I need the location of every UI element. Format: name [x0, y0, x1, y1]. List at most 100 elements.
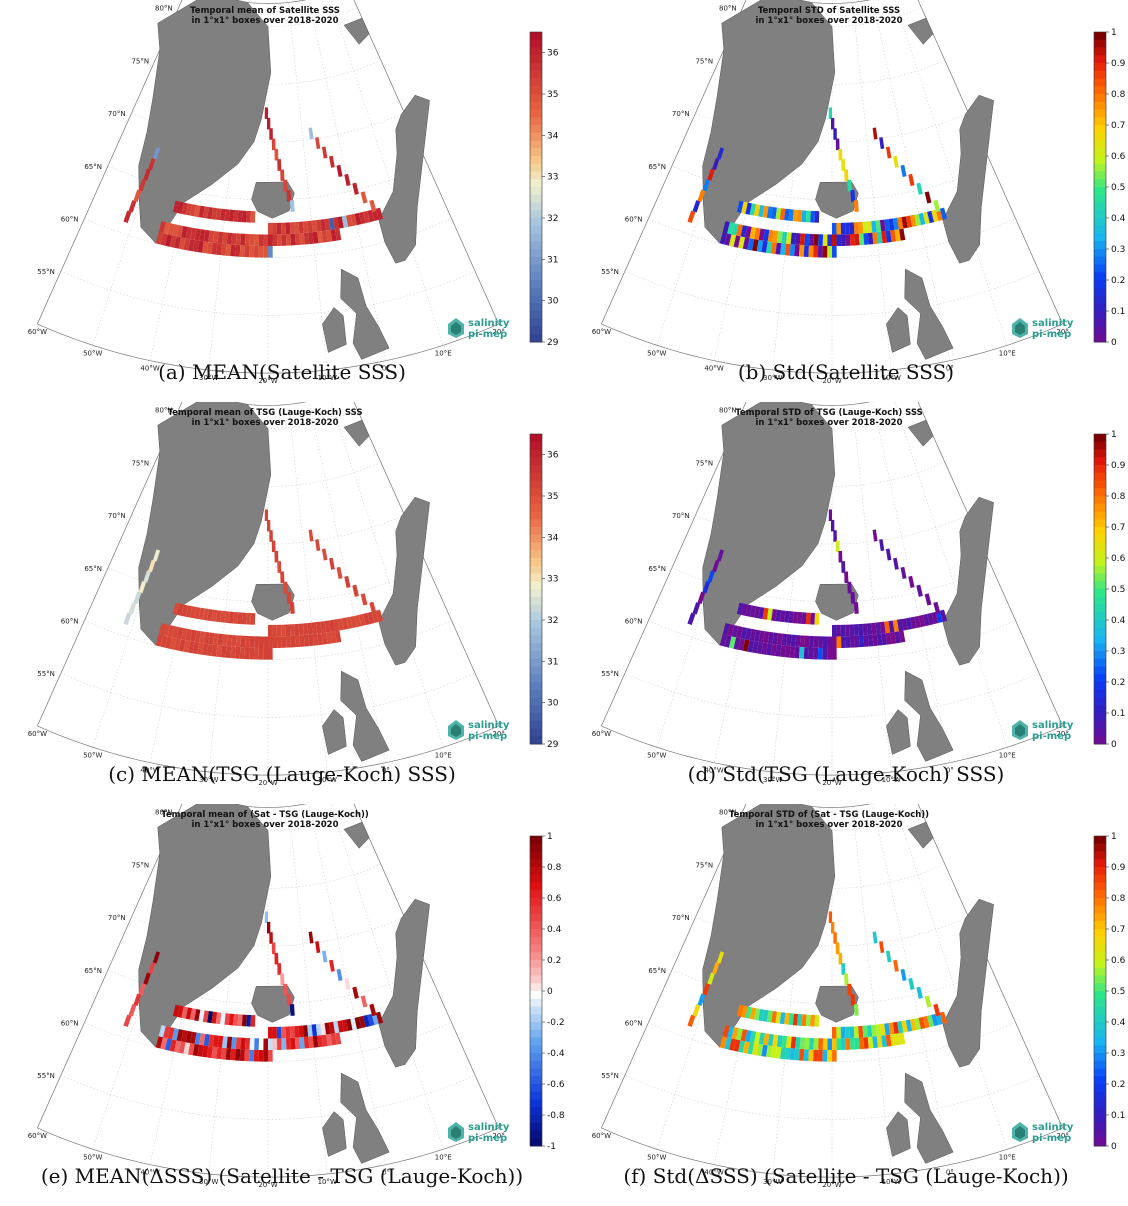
data-box: [346, 1018, 353, 1031]
data-box: [818, 636, 824, 648]
data-box: [239, 245, 245, 257]
data-box: [832, 246, 837, 258]
data-box: [814, 1015, 820, 1027]
data-box: [935, 208, 943, 222]
data-box: [276, 636, 282, 648]
svg-text:salinity: salinity: [1032, 1122, 1074, 1133]
uk-landmass: [340, 268, 390, 360]
data-box: [893, 155, 899, 168]
data-box: [324, 620, 331, 633]
data-box: [350, 213, 358, 227]
colorbar-tick-label: 35: [547, 492, 558, 502]
data-box: [908, 977, 915, 991]
data-box: [779, 208, 786, 221]
data-box: [841, 159, 846, 171]
data-box: [801, 210, 807, 223]
data-box: [290, 1037, 296, 1050]
data-box: [804, 635, 810, 648]
data-box: [169, 235, 177, 248]
data-box: [172, 626, 179, 639]
data-box: [329, 557, 335, 570]
data-box: [240, 635, 246, 648]
iceland-landmass: [251, 181, 295, 219]
map-svg: 80°N 75°N 70°N 65°N 60°N 55°N 60°W 50°W 40°W 30°W…: [592, 804, 1126, 1189]
iceland-landmass: [815, 181, 859, 219]
data-box: [789, 244, 796, 257]
data-box: [321, 950, 328, 963]
lon-label: 50°W: [83, 1153, 102, 1161]
map-svg: 80°N 75°N 70°N 65°N 60°N 55°N 60°W 50°W 40°W 30°W…: [28, 804, 564, 1189]
data-box: [875, 1024, 882, 1037]
data-box: [328, 217, 335, 230]
data-box: [253, 647, 259, 660]
data-box: [269, 932, 273, 944]
data-box: [766, 241, 773, 254]
lon-label: 10°W: [882, 776, 901, 784]
lon-label: 30°W: [199, 776, 218, 784]
data-box: [867, 634, 874, 647]
lon-label: 50°W: [647, 349, 666, 357]
map-subtitle: in 1°x1° boxes over 2018-2020: [755, 418, 902, 428]
lat-label: 80°N: [155, 809, 173, 817]
lat-label: 70°N: [672, 512, 690, 520]
colorbar-tick-label: 0.7: [1111, 523, 1125, 533]
data-box: [803, 245, 809, 257]
data-box: [775, 1046, 782, 1059]
data-box: [371, 1012, 379, 1026]
data-box: [280, 973, 285, 986]
data-box: [320, 621, 327, 634]
data-box: [239, 647, 245, 659]
data-box: [927, 1014, 935, 1028]
data-box: [736, 200, 744, 213]
lon-label: 20°W: [258, 1181, 277, 1189]
data-box: [872, 232, 878, 245]
data-box: [274, 952, 279, 965]
data-box: [854, 233, 860, 246]
data-box: [189, 204, 197, 217]
data-box: [181, 202, 188, 215]
svg-text:pi-mep: pi-mep: [468, 1133, 507, 1144]
data-box: [225, 244, 232, 257]
data-box: [858, 233, 865, 246]
data-box: [192, 1043, 200, 1057]
data-box: [781, 633, 788, 646]
data-box: [143, 168, 151, 181]
data-box: [341, 617, 349, 630]
data-box: [266, 117, 271, 130]
data-box: [285, 624, 291, 637]
colorbar-tick-label: 1: [547, 832, 553, 842]
data-box: [758, 204, 765, 218]
lon-label: 0°: [382, 1169, 390, 1177]
colorbar-tick-label: 0.2: [547, 956, 561, 966]
data-box: [747, 1042, 755, 1055]
data-box: [172, 602, 180, 615]
data-box: [321, 146, 328, 159]
data-box: [797, 209, 803, 222]
colorbar-tick-label: 1: [1111, 28, 1117, 38]
data-box: [315, 621, 322, 634]
lon-label: 40°W: [704, 767, 723, 775]
data-box: [181, 226, 188, 239]
data-box: [876, 1035, 883, 1048]
data-box: [876, 633, 883, 646]
data-box: [207, 207, 214, 220]
data-box: [128, 602, 137, 615]
data-box: [289, 222, 295, 234]
data-box: [315, 941, 321, 954]
lon-label: 20°: [1056, 328, 1068, 336]
data-box: [776, 1035, 783, 1048]
data-box: [742, 237, 750, 250]
data-box: [830, 921, 835, 934]
lat-label: 65°N: [84, 565, 102, 573]
data-box: [254, 1038, 260, 1050]
uk-landmass: [904, 1072, 954, 1164]
data-box: [299, 634, 305, 647]
map-title: Temporal STD of Satellite SSS: [758, 6, 900, 16]
colorbar-tick-label: 34: [547, 131, 559, 141]
data-box: [799, 233, 806, 246]
data-box: [901, 618, 908, 631]
data-box: [258, 245, 264, 258]
data-box: [371, 610, 379, 624]
data-box: [813, 647, 819, 660]
colorbar-tick-label: 0.9: [1111, 863, 1126, 873]
